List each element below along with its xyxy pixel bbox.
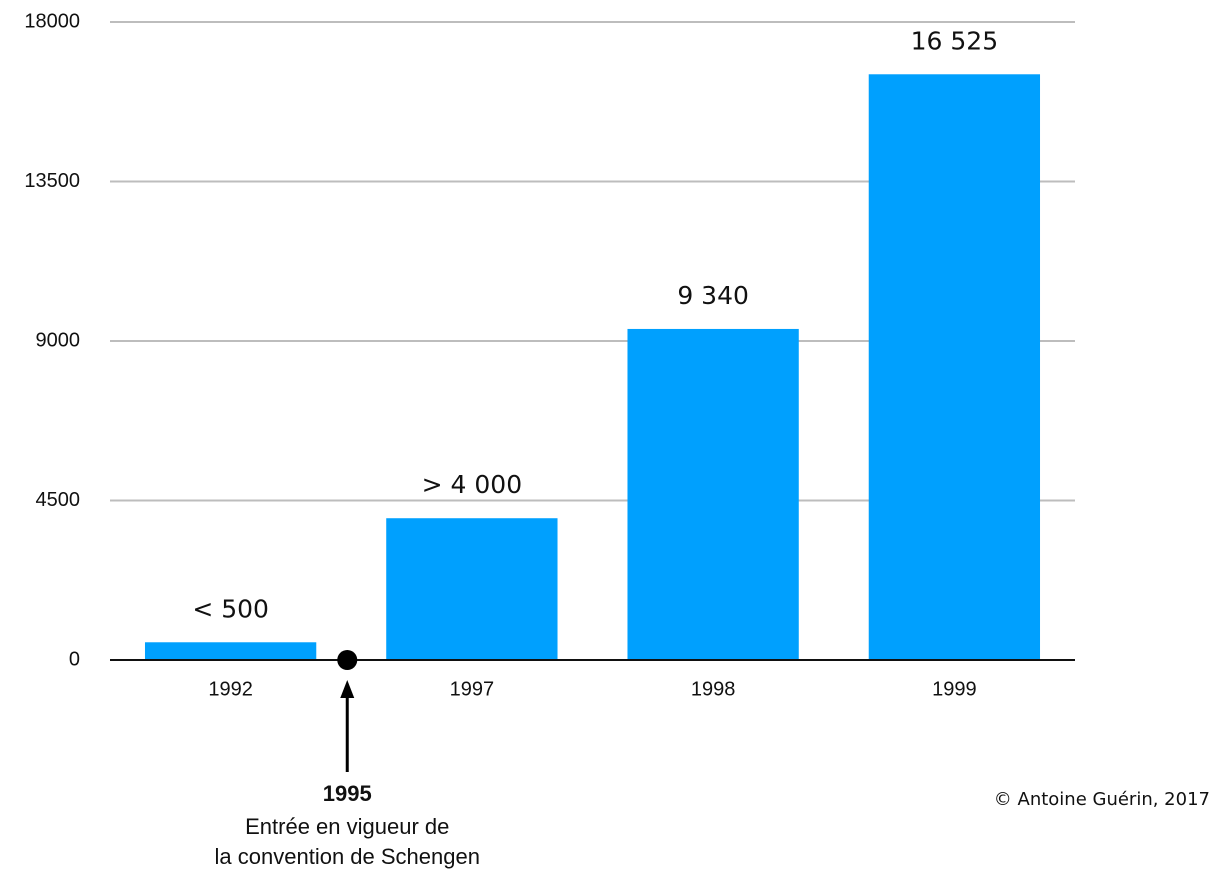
value-label: < 500 xyxy=(192,594,269,623)
event-arrow-head xyxy=(340,680,355,698)
x-tick-label: 1997 xyxy=(450,678,495,700)
value-label: 9 340 xyxy=(677,281,749,310)
y-tick-label: 0 xyxy=(69,648,80,670)
x-tick-label: 1998 xyxy=(691,678,736,700)
y-tick-label: 18000 xyxy=(24,10,80,32)
bar xyxy=(627,328,799,660)
credit: © Antoine Guérin, 2017 xyxy=(994,789,1210,810)
bar xyxy=(868,74,1041,660)
y-tick-label: 13500 xyxy=(24,170,80,192)
bar xyxy=(144,642,317,660)
value-label: > 4 000 xyxy=(422,470,522,499)
y-tick-label: 4500 xyxy=(36,489,81,511)
event-year: 1995 xyxy=(323,781,372,806)
x-tick-label: 1999 xyxy=(932,678,977,700)
bar xyxy=(386,518,558,660)
event-text: Entrée en vigueur de xyxy=(245,814,449,839)
event-dot xyxy=(337,650,358,670)
x-tick-label: 1992 xyxy=(208,678,253,700)
value-label: 16 525 xyxy=(911,26,998,55)
y-tick-label: 9000 xyxy=(36,329,81,351)
event-text: la convention de Schengen xyxy=(215,844,480,869)
